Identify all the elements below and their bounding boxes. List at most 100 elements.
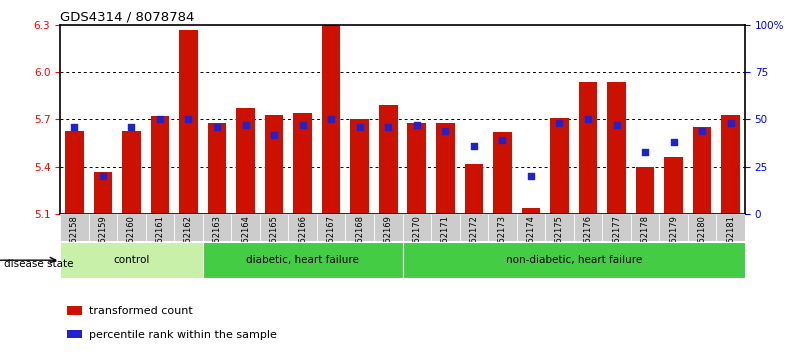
Bar bbox=[488, 214, 517, 241]
Point bbox=[696, 128, 709, 134]
Bar bbox=[260, 214, 288, 241]
Point bbox=[296, 122, 309, 128]
Bar bbox=[207, 122, 227, 214]
Text: disease state: disease state bbox=[4, 259, 74, 269]
Point bbox=[724, 120, 737, 126]
Text: GSM662167: GSM662167 bbox=[327, 216, 336, 267]
Point bbox=[211, 124, 223, 130]
Bar bbox=[693, 127, 711, 214]
Bar bbox=[602, 214, 630, 241]
Text: GSM662175: GSM662175 bbox=[555, 216, 564, 266]
Bar bbox=[151, 116, 169, 214]
Bar bbox=[460, 214, 488, 241]
Text: GSM662176: GSM662176 bbox=[583, 216, 593, 267]
Bar bbox=[322, 25, 340, 214]
Text: GSM662170: GSM662170 bbox=[413, 216, 421, 266]
Bar bbox=[521, 208, 540, 214]
Text: GSM662165: GSM662165 bbox=[270, 216, 279, 266]
Text: non-diabetic, heart failure: non-diabetic, heart failure bbox=[505, 255, 642, 265]
Bar bbox=[350, 119, 369, 214]
Bar bbox=[722, 115, 740, 214]
Point bbox=[353, 124, 366, 130]
Point bbox=[525, 173, 537, 179]
Bar bbox=[574, 214, 602, 241]
Text: GSM662163: GSM662163 bbox=[212, 216, 222, 267]
Point bbox=[496, 137, 509, 143]
Point bbox=[582, 117, 594, 122]
Bar bbox=[550, 118, 569, 214]
Bar bbox=[231, 214, 260, 241]
Bar bbox=[545, 214, 574, 241]
Text: GSM662179: GSM662179 bbox=[669, 216, 678, 266]
Bar bbox=[636, 167, 654, 214]
Text: GSM662178: GSM662178 bbox=[641, 216, 650, 267]
Text: GSM662164: GSM662164 bbox=[241, 216, 250, 266]
Point bbox=[410, 122, 423, 128]
Text: diabetic, heart failure: diabetic, heart failure bbox=[246, 255, 359, 265]
Bar bbox=[607, 81, 626, 214]
Bar bbox=[203, 214, 231, 241]
Point bbox=[382, 124, 395, 130]
Bar bbox=[67, 306, 82, 315]
Text: GSM662171: GSM662171 bbox=[441, 216, 450, 266]
Point bbox=[125, 124, 138, 130]
Point bbox=[268, 132, 280, 137]
Bar bbox=[60, 242, 203, 278]
Bar bbox=[374, 214, 402, 241]
Bar bbox=[94, 172, 112, 214]
Text: GSM662181: GSM662181 bbox=[727, 216, 735, 266]
Bar bbox=[436, 122, 455, 214]
Text: GDS4314 / 8078784: GDS4314 / 8078784 bbox=[60, 11, 195, 24]
Bar bbox=[408, 122, 426, 214]
Point bbox=[610, 122, 623, 128]
Bar bbox=[431, 214, 460, 241]
Bar bbox=[288, 214, 317, 241]
Text: GSM662158: GSM662158 bbox=[70, 216, 78, 266]
Point bbox=[154, 117, 167, 122]
Bar bbox=[122, 131, 141, 214]
Bar bbox=[265, 115, 284, 214]
Bar bbox=[402, 214, 431, 241]
Bar bbox=[688, 214, 716, 241]
Bar bbox=[630, 214, 659, 241]
Bar bbox=[659, 214, 688, 241]
Point bbox=[667, 139, 680, 145]
Text: percentile rank within the sample: percentile rank within the sample bbox=[89, 330, 276, 339]
Text: GSM662177: GSM662177 bbox=[612, 216, 621, 267]
Bar bbox=[402, 242, 745, 278]
Point bbox=[324, 117, 337, 122]
Text: GSM662169: GSM662169 bbox=[384, 216, 392, 266]
Bar bbox=[179, 29, 198, 214]
Point bbox=[553, 120, 566, 126]
Text: GSM662161: GSM662161 bbox=[155, 216, 164, 266]
Bar bbox=[67, 330, 82, 338]
Bar bbox=[317, 214, 345, 241]
Bar bbox=[716, 214, 745, 241]
Text: GSM662166: GSM662166 bbox=[298, 216, 307, 267]
Text: GSM662180: GSM662180 bbox=[698, 216, 706, 266]
Point bbox=[239, 122, 252, 128]
Text: GSM662173: GSM662173 bbox=[498, 216, 507, 267]
Point bbox=[96, 173, 109, 179]
Text: transformed count: transformed count bbox=[89, 306, 192, 316]
Bar bbox=[345, 214, 374, 241]
Point bbox=[638, 149, 651, 154]
Bar bbox=[203, 242, 402, 278]
Bar bbox=[117, 214, 146, 241]
Bar bbox=[493, 132, 512, 214]
Text: GSM662172: GSM662172 bbox=[469, 216, 478, 266]
Bar bbox=[293, 113, 312, 214]
Point bbox=[439, 128, 452, 134]
Bar bbox=[174, 214, 203, 241]
Text: GSM662168: GSM662168 bbox=[355, 216, 364, 267]
Bar bbox=[65, 131, 83, 214]
Text: GSM662160: GSM662160 bbox=[127, 216, 136, 266]
Text: GSM662159: GSM662159 bbox=[99, 216, 107, 266]
Text: GSM662174: GSM662174 bbox=[526, 216, 535, 266]
Bar bbox=[664, 157, 683, 214]
Point bbox=[182, 117, 195, 122]
Bar bbox=[465, 164, 483, 214]
Text: GSM662162: GSM662162 bbox=[184, 216, 193, 266]
Bar bbox=[578, 81, 598, 214]
Bar bbox=[379, 105, 397, 214]
